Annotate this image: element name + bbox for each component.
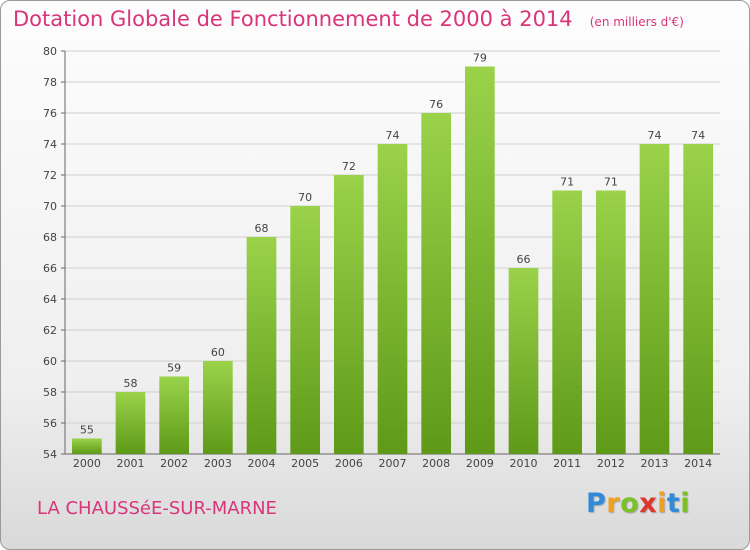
logo-letter: i (657, 488, 667, 519)
x-tick-label: 2003 (204, 457, 232, 470)
data-label-2002: 59 (167, 362, 181, 375)
title-row: Dotation Globale de Fonctionnement de 20… (13, 7, 684, 31)
bar-2009 (464, 66, 495, 454)
data-label-2004: 68 (255, 222, 269, 235)
logo-letter: r (606, 488, 621, 519)
chart-title: Dotation Globale de Fonctionnement de 20… (13, 7, 573, 31)
y-tick-label: 66 (43, 262, 57, 275)
data-label-2008: 76 (429, 98, 443, 111)
data-label-2000: 55 (80, 424, 94, 437)
x-tick-label: 2005 (291, 457, 319, 470)
bar-2011 (552, 190, 583, 454)
data-labels: 55 58 59 60 68 70 72 74 76 79 66 71 71 74 74 (80, 52, 705, 437)
data-label-2009: 79 (473, 52, 487, 65)
x-tick-label: 2014 (684, 457, 712, 470)
logo-letter: x (639, 488, 658, 519)
x-tick-label: 2009 (466, 457, 494, 470)
x-tick-label: 2000 (73, 457, 101, 470)
logo-letter: t (666, 488, 681, 519)
bar-2008 (421, 113, 452, 454)
bars (71, 66, 714, 454)
data-label-2010: 66 (517, 253, 531, 266)
data-label-2005: 70 (298, 191, 312, 204)
bar-2013 (639, 144, 670, 454)
data-label-2003: 60 (211, 346, 225, 359)
y-tick-label: 56 (43, 417, 57, 430)
y-tick-label: 54 (43, 448, 57, 461)
logo-letter: P (586, 488, 607, 519)
x-tick-label: 2001 (117, 457, 145, 470)
bar-2007 (377, 144, 408, 454)
x-tick-label: 2011 (553, 457, 581, 470)
y-tick-label: 72 (43, 169, 57, 182)
y-tick-label: 70 (43, 200, 57, 213)
bar-2012 (595, 190, 626, 454)
data-label-2012: 71 (604, 176, 618, 189)
x-tick-label: 2012 (597, 457, 625, 470)
y-tick-label: 80 (43, 45, 57, 58)
y-tick-label: 68 (43, 231, 57, 244)
data-label-2007: 74 (386, 129, 400, 142)
y-tick-label: 78 (43, 76, 57, 89)
x-tick-label: 2004 (248, 457, 276, 470)
bar-2003 (202, 361, 233, 454)
x-tick-label: 2006 (335, 457, 363, 470)
bar-2010 (508, 268, 539, 454)
x-tick-label: 2007 (379, 457, 407, 470)
logo-letter: o (620, 488, 640, 519)
data-label-2013: 74 (648, 129, 662, 142)
logo-letter: i (680, 488, 691, 519)
commune-name: LA CHAUSSéE-SUR-MARNE (37, 498, 277, 519)
bar-2006 (333, 175, 364, 454)
y-tick-label: 64 (43, 293, 57, 306)
y-tick-label: 60 (43, 355, 57, 368)
x-tick-label: 2010 (510, 457, 538, 470)
bar-2001 (115, 392, 146, 454)
x-tick-label: 2008 (422, 457, 450, 470)
y-tick-label: 62 (43, 324, 57, 337)
y-tick-label: 58 (43, 386, 57, 399)
data-label-2011: 71 (560, 176, 574, 189)
x-tick-label: 2002 (160, 457, 188, 470)
data-label-2014: 74 (691, 129, 705, 142)
x-tick-label: 2013 (641, 457, 669, 470)
proxiti-logo: Proxiti (586, 488, 690, 519)
y-tick-label: 76 (43, 107, 57, 120)
bar-2000 (71, 438, 102, 454)
bar-2014 (683, 144, 714, 454)
data-label-2006: 72 (342, 160, 356, 173)
y-tick-label: 74 (43, 138, 57, 151)
data-label-2001: 58 (124, 377, 138, 390)
axes: 54 56 58 60 62 64 66 68 70 72 74 76 78 80 2000 2001 2002… (43, 45, 720, 470)
bar-2002 (159, 376, 190, 454)
chart-unit-note: (en milliers d'€) (589, 15, 684, 29)
bar-2004 (246, 237, 277, 454)
bar-2005 (290, 206, 321, 454)
